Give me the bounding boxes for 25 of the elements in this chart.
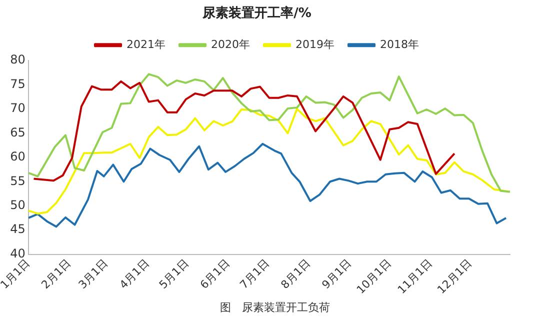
x-tick-label: 12月1日 — [434, 256, 474, 296]
x-tick-label: 3月1日 — [76, 256, 111, 292]
legend-label: 2018年 — [380, 38, 419, 51]
text: 图 尿素装置开工负荷 — [219, 300, 331, 316]
y-tick-label: 75 — [10, 76, 26, 91]
x-tick-label: 7月1日 — [237, 256, 272, 292]
x-tick-label: 8月1日 — [278, 256, 314, 292]
x-tick-label: 9月1日 — [319, 256, 354, 292]
x-tick-label: 11月1日 — [395, 256, 435, 296]
y-tick-label: 55 — [10, 174, 26, 188]
y-tick-label: 60 — [10, 150, 26, 164]
x-tick-label: 2月1日 — [38, 256, 74, 292]
chart-title: 尿素装置开工率/% — [202, 5, 312, 22]
y-tick-label: 45 — [10, 222, 26, 236]
y-tick-label: 50 — [10, 198, 26, 212]
y-tick-label: 80 — [10, 52, 26, 67]
legend-label: 2019年 — [296, 38, 334, 51]
x-tick-label: 10月1日 — [354, 256, 394, 296]
legend-label: 2020年 — [211, 38, 250, 51]
y-tick-label: 70 — [10, 101, 26, 116]
x-tick-label: 6月1日 — [198, 256, 232, 292]
x-tick-label: 4月1日 — [117, 256, 152, 292]
x-tick-label: 5月1日 — [156, 256, 192, 292]
legend-label: 2021年 — [126, 38, 166, 51]
y-tick-label: 65 — [10, 125, 26, 140]
